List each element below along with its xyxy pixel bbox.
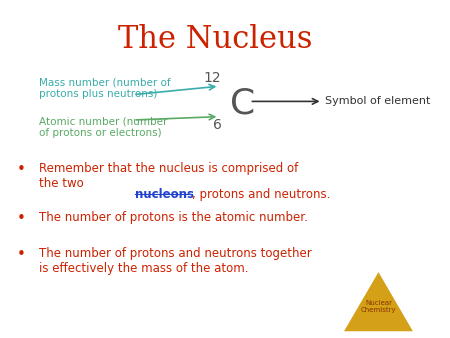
- Text: 12: 12: [204, 71, 221, 84]
- Text: Atomic number (number
of protons or electrons): Atomic number (number of protons or elec…: [39, 117, 167, 138]
- Text: 6: 6: [212, 118, 221, 132]
- Text: nucleons: nucleons: [135, 188, 194, 200]
- Text: The number of protons is the atomic number.: The number of protons is the atomic numb…: [39, 211, 308, 224]
- Text: Nuclear
Chemistry: Nuclear Chemistry: [360, 300, 396, 313]
- Text: Remember that the nucleus is comprised of
the two: Remember that the nucleus is comprised o…: [39, 162, 298, 190]
- Text: , protons and neutrons.: , protons and neutrons.: [192, 188, 331, 200]
- Text: The Nucleus: The Nucleus: [118, 24, 312, 55]
- Text: •: •: [17, 247, 26, 262]
- Text: C: C: [230, 86, 255, 120]
- Text: •: •: [17, 162, 26, 177]
- Text: •: •: [17, 211, 26, 226]
- Text: Symbol of element: Symbol of element: [325, 96, 430, 106]
- Text: Mass number (number of
protons plus neutrons): Mass number (number of protons plus neut…: [39, 78, 171, 99]
- Text: The number of protons and neutrons together
is effectively the mass of the atom.: The number of protons and neutrons toget…: [39, 247, 311, 275]
- Polygon shape: [344, 272, 413, 331]
